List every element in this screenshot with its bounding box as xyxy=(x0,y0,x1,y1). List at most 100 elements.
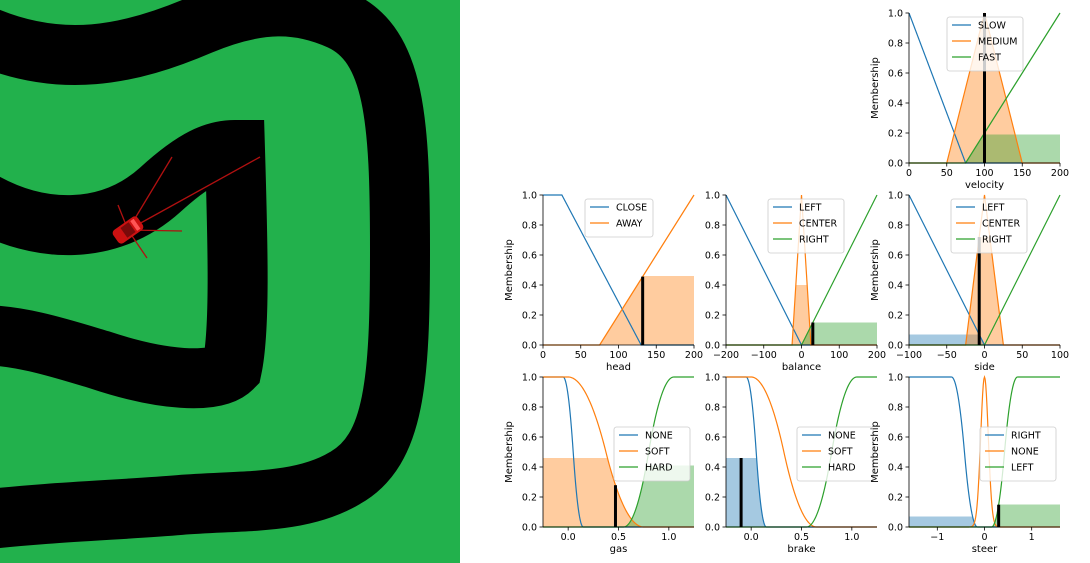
y-tick-label: 0.8 xyxy=(705,402,720,413)
y-tick-label: 1.0 xyxy=(522,190,537,201)
x-axis-label: velocity xyxy=(965,180,1004,191)
y-tick-label: 0.2 xyxy=(522,310,537,321)
chart-brake: 0.0 0.5 1.0 0.0 0.2 0.4 0.6 0.8 1.0 brake NONE SOFT… xyxy=(689,369,877,557)
legend-entry: LEFT xyxy=(799,203,822,214)
y-tick-label: 1.0 xyxy=(888,190,903,201)
chart-velocity: 0 50 100 150 200 0.0 0.2 0.4 0.6 0.8 1.0 velocity Me… xyxy=(870,5,1069,193)
legend-entry: CENTER xyxy=(982,219,1021,230)
y-tick-label: 1.0 xyxy=(888,372,903,383)
legend-entry: HARD xyxy=(828,463,856,474)
y-tick-label: 0.6 xyxy=(888,68,903,79)
x-tick-label: 100 xyxy=(830,350,848,361)
legend-entry: LEFT xyxy=(982,203,1005,214)
x-axis-label: side xyxy=(974,362,995,373)
y-tick-label: 0.6 xyxy=(522,250,537,261)
y-tick-label: 1.0 xyxy=(705,372,720,383)
y-tick-label: 0.4 xyxy=(705,462,720,473)
y-tick-label: 0.0 xyxy=(522,340,537,351)
y-tick-label: 0.6 xyxy=(888,250,903,261)
legend-entry: LEFT xyxy=(1011,463,1034,474)
fill-right xyxy=(909,516,1060,527)
x-axis-label: steer xyxy=(972,544,998,555)
chart-side: −100 −50 0 50 100 0.0 0.2 0.4 0.6 0.8 1.0 side Membe… xyxy=(870,187,1069,375)
legend-entry: CENTER xyxy=(799,219,838,230)
chart-svg-side: −100 −50 0 50 100 0.0 0.2 0.4 0.6 0.8 1.0 side Membe… xyxy=(870,190,1069,373)
y-tick-label: 0.0 xyxy=(888,522,903,533)
legend-entry: RIGHT xyxy=(799,235,829,246)
fill-left xyxy=(909,504,1060,527)
chart-head: 0 50 100 150 200 0.0 0.2 0.4 0.6 0.8 1.0 head Member… xyxy=(504,187,703,375)
chart-svg-gas: 0.0 0.5 1.0 0.0 0.2 0.4 0.6 0.8 1.0 gas Membership… xyxy=(504,372,694,555)
x-tick-label: 0 xyxy=(540,350,546,361)
chart-svg-steer: −1 0 1 0.0 0.2 0.4 0.6 0.8 1.0 steer Membership RIG… xyxy=(870,372,1060,555)
y-tick-label: 0.2 xyxy=(888,128,903,139)
x-axis-label: balance xyxy=(782,362,821,373)
y-tick-label: 1.0 xyxy=(888,8,903,19)
sensor-ray xyxy=(127,156,261,231)
y-tick-label: 0.0 xyxy=(705,340,720,351)
fill-away xyxy=(543,276,694,345)
y-axis-label: Membership xyxy=(504,421,515,483)
legend-entry: RIGHT xyxy=(982,235,1012,246)
y-axis-label: Membership xyxy=(870,239,881,301)
fill-soft xyxy=(543,458,694,527)
y-axis-label: Membership xyxy=(870,421,881,483)
x-tick-label: 50 xyxy=(575,350,587,361)
y-tick-label: 0.8 xyxy=(522,220,537,231)
y-tick-label: 0.6 xyxy=(888,432,903,443)
x-tick-label: 50 xyxy=(941,168,953,179)
x-tick-label: 100 xyxy=(609,350,627,361)
legend-entry: MEDIUM xyxy=(978,37,1017,48)
legend-entry: RIGHT xyxy=(1011,431,1041,442)
y-tick-label: 0.8 xyxy=(888,220,903,231)
fill-left xyxy=(909,334,1060,345)
legend-entry: CLOSE xyxy=(616,203,647,214)
legend-entry: HARD xyxy=(645,463,673,474)
y-tick-label: 0.0 xyxy=(888,340,903,351)
x-tick-label: 100 xyxy=(1051,350,1069,361)
legend-entry: SLOW xyxy=(978,21,1006,32)
chart-balance: −200 −100 0 100 200 0.0 0.2 0.4 0.6 0.8 1.0 balance… xyxy=(689,187,886,375)
chart-svg-brake: 0.0 0.5 1.0 0.0 0.2 0.4 0.6 0.8 1.0 brake NONE SOFT… xyxy=(705,372,877,555)
legend-entry: FAST xyxy=(978,53,1001,64)
x-tick-label: 0.5 xyxy=(794,532,809,543)
legend: SLOW MEDIUM FAST xyxy=(946,16,1024,72)
y-axis-label: Membership xyxy=(504,239,515,301)
legend-entry: SOFT xyxy=(828,447,853,458)
x-tick-label: −100 xyxy=(751,350,777,361)
x-tick-label: 0.5 xyxy=(611,532,626,543)
x-tick-label: −100 xyxy=(896,350,922,361)
y-tick-label: 0.2 xyxy=(705,492,720,503)
x-tick-label: 200 xyxy=(1051,168,1069,179)
x-tick-label: 0 xyxy=(981,532,987,543)
y-tick-label: 0.2 xyxy=(705,310,720,321)
legend: CLOSE AWAY xyxy=(584,198,654,238)
x-axis-label: head xyxy=(606,362,631,373)
chart-svg-balance: −200 −100 0 100 200 0.0 0.2 0.4 0.6 0.8 1.0 balance… xyxy=(705,190,886,373)
legend-entry: NONE xyxy=(1011,447,1039,458)
y-tick-label: 0.2 xyxy=(522,492,537,503)
y-tick-label: 0.6 xyxy=(522,432,537,443)
y-tick-label: 1.0 xyxy=(522,372,537,383)
x-tick-label: −1 xyxy=(930,532,944,543)
y-tick-label: 0.4 xyxy=(522,462,537,473)
legend: LEFT CENTER RIGHT xyxy=(950,198,1028,254)
y-tick-label: 0.6 xyxy=(705,432,720,443)
fill-center xyxy=(909,237,1060,345)
legend: LEFT CENTER RIGHT xyxy=(767,198,845,254)
y-tick-label: 0.0 xyxy=(888,158,903,169)
y-tick-label: 0.2 xyxy=(888,492,903,503)
legend-entry: NONE xyxy=(828,431,856,442)
legend: NONE SOFT HARD xyxy=(613,426,691,482)
chart-steer: −1 0 1 0.0 0.2 0.4 0.6 0.8 1.0 steer Membership RIG… xyxy=(870,369,1060,557)
y-tick-label: 0.8 xyxy=(705,220,720,231)
x-tick-label: 1.0 xyxy=(661,532,676,543)
y-tick-label: 0.8 xyxy=(888,38,903,49)
x-tick-label: 1 xyxy=(1029,532,1035,543)
x-tick-label: 0.0 xyxy=(744,532,759,543)
legend: NONE SOFT HARD xyxy=(796,426,874,482)
track-scene xyxy=(0,0,460,563)
fill-center xyxy=(726,285,877,345)
x-axis-label: brake xyxy=(787,544,815,555)
y-tick-label: 0.4 xyxy=(888,280,903,291)
